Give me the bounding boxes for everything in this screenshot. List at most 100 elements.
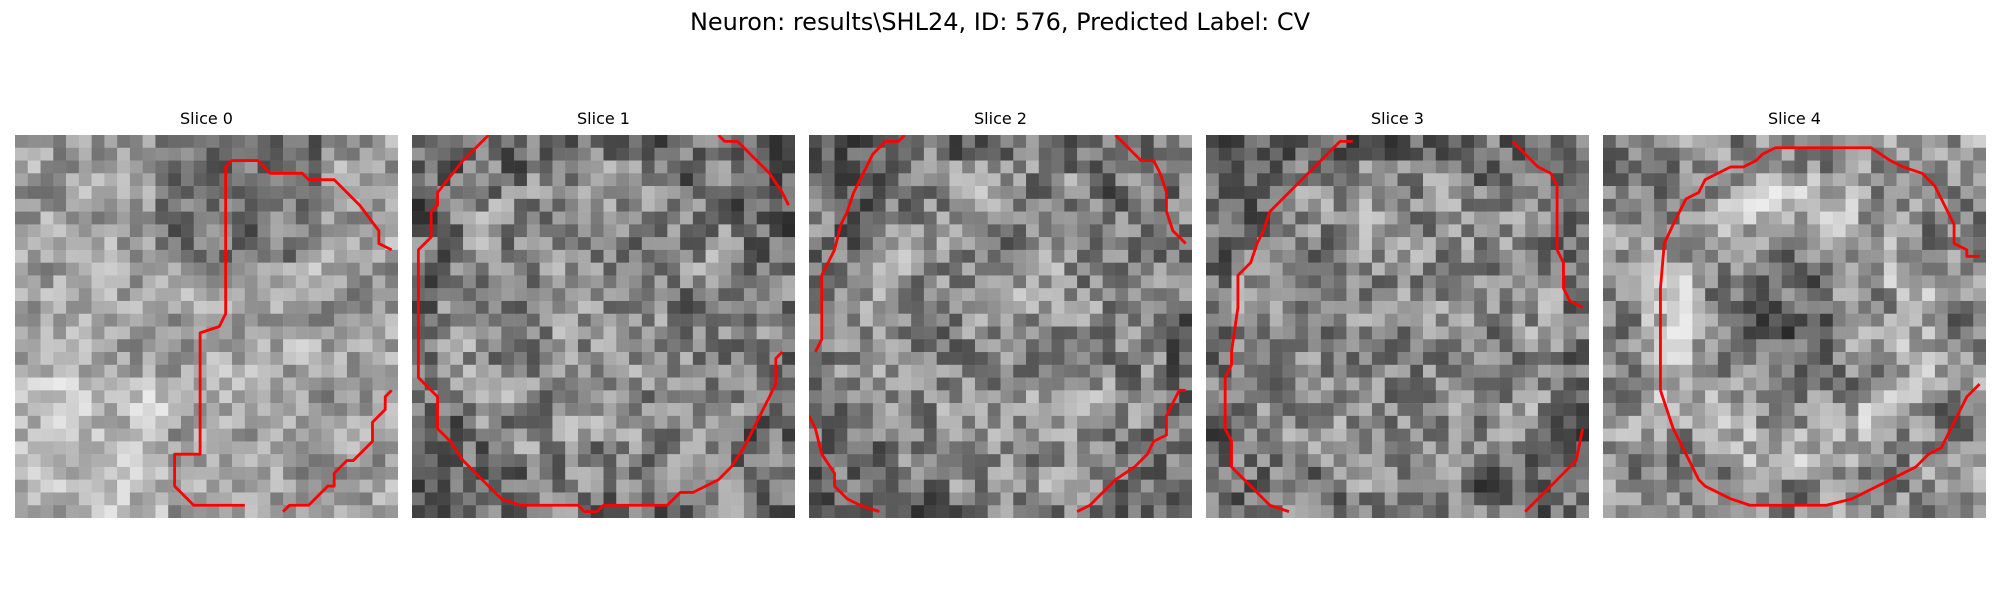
- pixel-cell: [1922, 237, 1936, 251]
- pixel-cell: [1883, 186, 1897, 200]
- pixel-cell: [1499, 352, 1513, 366]
- pixel-cell: [244, 466, 258, 480]
- pixel-cell: [1333, 224, 1347, 238]
- pixel-cell: [731, 173, 745, 187]
- pixel-cell: [860, 326, 874, 340]
- pixel-cell: [155, 288, 169, 302]
- pixel-cell: [680, 262, 694, 276]
- pixel-cell: [155, 415, 169, 429]
- pixel-cell: [206, 249, 220, 263]
- pixel-cell: [104, 415, 118, 429]
- pixel-cell: [1064, 237, 1078, 251]
- pixel-cell: [526, 352, 540, 366]
- pixel-cell: [180, 441, 194, 455]
- pixel-cell: [359, 466, 373, 480]
- pixel-cell: [1371, 288, 1385, 302]
- pixel-cell: [1603, 326, 1617, 340]
- pixel-cell: [1692, 249, 1706, 263]
- pixel-cell: [155, 249, 169, 263]
- pixel-cell: [1679, 441, 1693, 455]
- pixel-cell: [450, 326, 464, 340]
- pixel-cell: [1576, 415, 1589, 429]
- pixel-cell: [1858, 262, 1872, 276]
- pixel-cell: [257, 198, 271, 212]
- pixel-cell: [847, 339, 861, 353]
- pixel-cell: [1807, 160, 1821, 174]
- pixel-cell: [1371, 339, 1385, 353]
- pixel-cell: [1269, 377, 1283, 391]
- pixel-cell: [1153, 135, 1167, 149]
- pixel-cell: [334, 364, 348, 378]
- pixel-cell: [821, 441, 835, 455]
- pixel-cell: [743, 377, 757, 391]
- pixel-cell: [1832, 275, 1846, 289]
- pixel-cell: [667, 415, 681, 429]
- pixel-cell: [1858, 160, 1872, 174]
- pixel-cell: [66, 492, 80, 506]
- pixel-cell: [821, 339, 835, 353]
- pixel-cell: [1206, 441, 1220, 455]
- pixel-cell: [1474, 313, 1488, 327]
- pixel-cell: [654, 454, 668, 468]
- pixel-cell: [552, 288, 566, 302]
- pixel-cell: [1320, 403, 1334, 417]
- pixel-cell: [756, 466, 770, 480]
- pixel-cell: [104, 262, 118, 276]
- pixel-cell: [1563, 479, 1577, 493]
- pixel-cell: [463, 390, 477, 404]
- pixel-cell: [1000, 160, 1014, 174]
- pixel-cell: [1692, 505, 1706, 518]
- pixel-cell: [475, 505, 489, 518]
- pixel-cell: [1858, 364, 1872, 378]
- pixel-cell: [129, 135, 143, 149]
- pixel-cell: [142, 377, 156, 391]
- pixel-cell: [1615, 211, 1629, 225]
- pixel-cell: [1486, 492, 1500, 506]
- pixel-cell: [270, 275, 284, 289]
- pixel-cell: [1909, 249, 1923, 263]
- pixel-cell: [1922, 135, 1936, 149]
- pixel-cell: [283, 173, 297, 187]
- pixel-cell: [590, 224, 604, 238]
- pixel-cell: [1960, 275, 1974, 289]
- pixel-cell: [1206, 186, 1220, 200]
- pixel-cell: [1102, 198, 1116, 212]
- pixel-cell: [488, 377, 502, 391]
- pixel-cell: [1384, 135, 1398, 149]
- pixel-cell: [1013, 352, 1027, 366]
- pixel-cell: [1692, 492, 1706, 506]
- pixel-cell: [616, 160, 630, 174]
- pixel-cell: [936, 186, 950, 200]
- pixel-cell: [142, 403, 156, 417]
- pixel-cell: [219, 428, 233, 442]
- pixel-cell: [911, 160, 925, 174]
- pixel-cell: [936, 249, 950, 263]
- pixel-cell: [1064, 300, 1078, 314]
- pixel-cell: [539, 173, 553, 187]
- pixel-cell: [1960, 262, 1974, 276]
- pixel-cell: [40, 262, 54, 276]
- pixel-cell: [680, 198, 694, 212]
- pixel-cell: [104, 224, 118, 238]
- pixel-cell: [782, 377, 795, 391]
- pixel-cell: [1423, 135, 1437, 149]
- pixel-cell: [412, 415, 426, 429]
- pixel-cell: [641, 415, 655, 429]
- pixel-cell: [257, 352, 271, 366]
- pixel-cell: [1282, 466, 1296, 480]
- pixel-cell: [1153, 300, 1167, 314]
- pixel-cell: [1603, 249, 1617, 263]
- pixel-cell: [1384, 249, 1398, 263]
- pixel-cell: [680, 390, 694, 404]
- pixel-cell: [1922, 505, 1936, 518]
- pixel-cell: [308, 186, 322, 200]
- pixel-cell: [1486, 147, 1500, 161]
- pixel-cell: [1807, 390, 1821, 404]
- pixel-cell: [590, 300, 604, 314]
- pixel-cell: [424, 441, 438, 455]
- pixel-cell: [526, 466, 540, 480]
- pixel-cell: [616, 288, 630, 302]
- pixel-cell: [654, 173, 668, 187]
- pixel-cell: [1153, 466, 1167, 480]
- pixel-cell: [680, 300, 694, 314]
